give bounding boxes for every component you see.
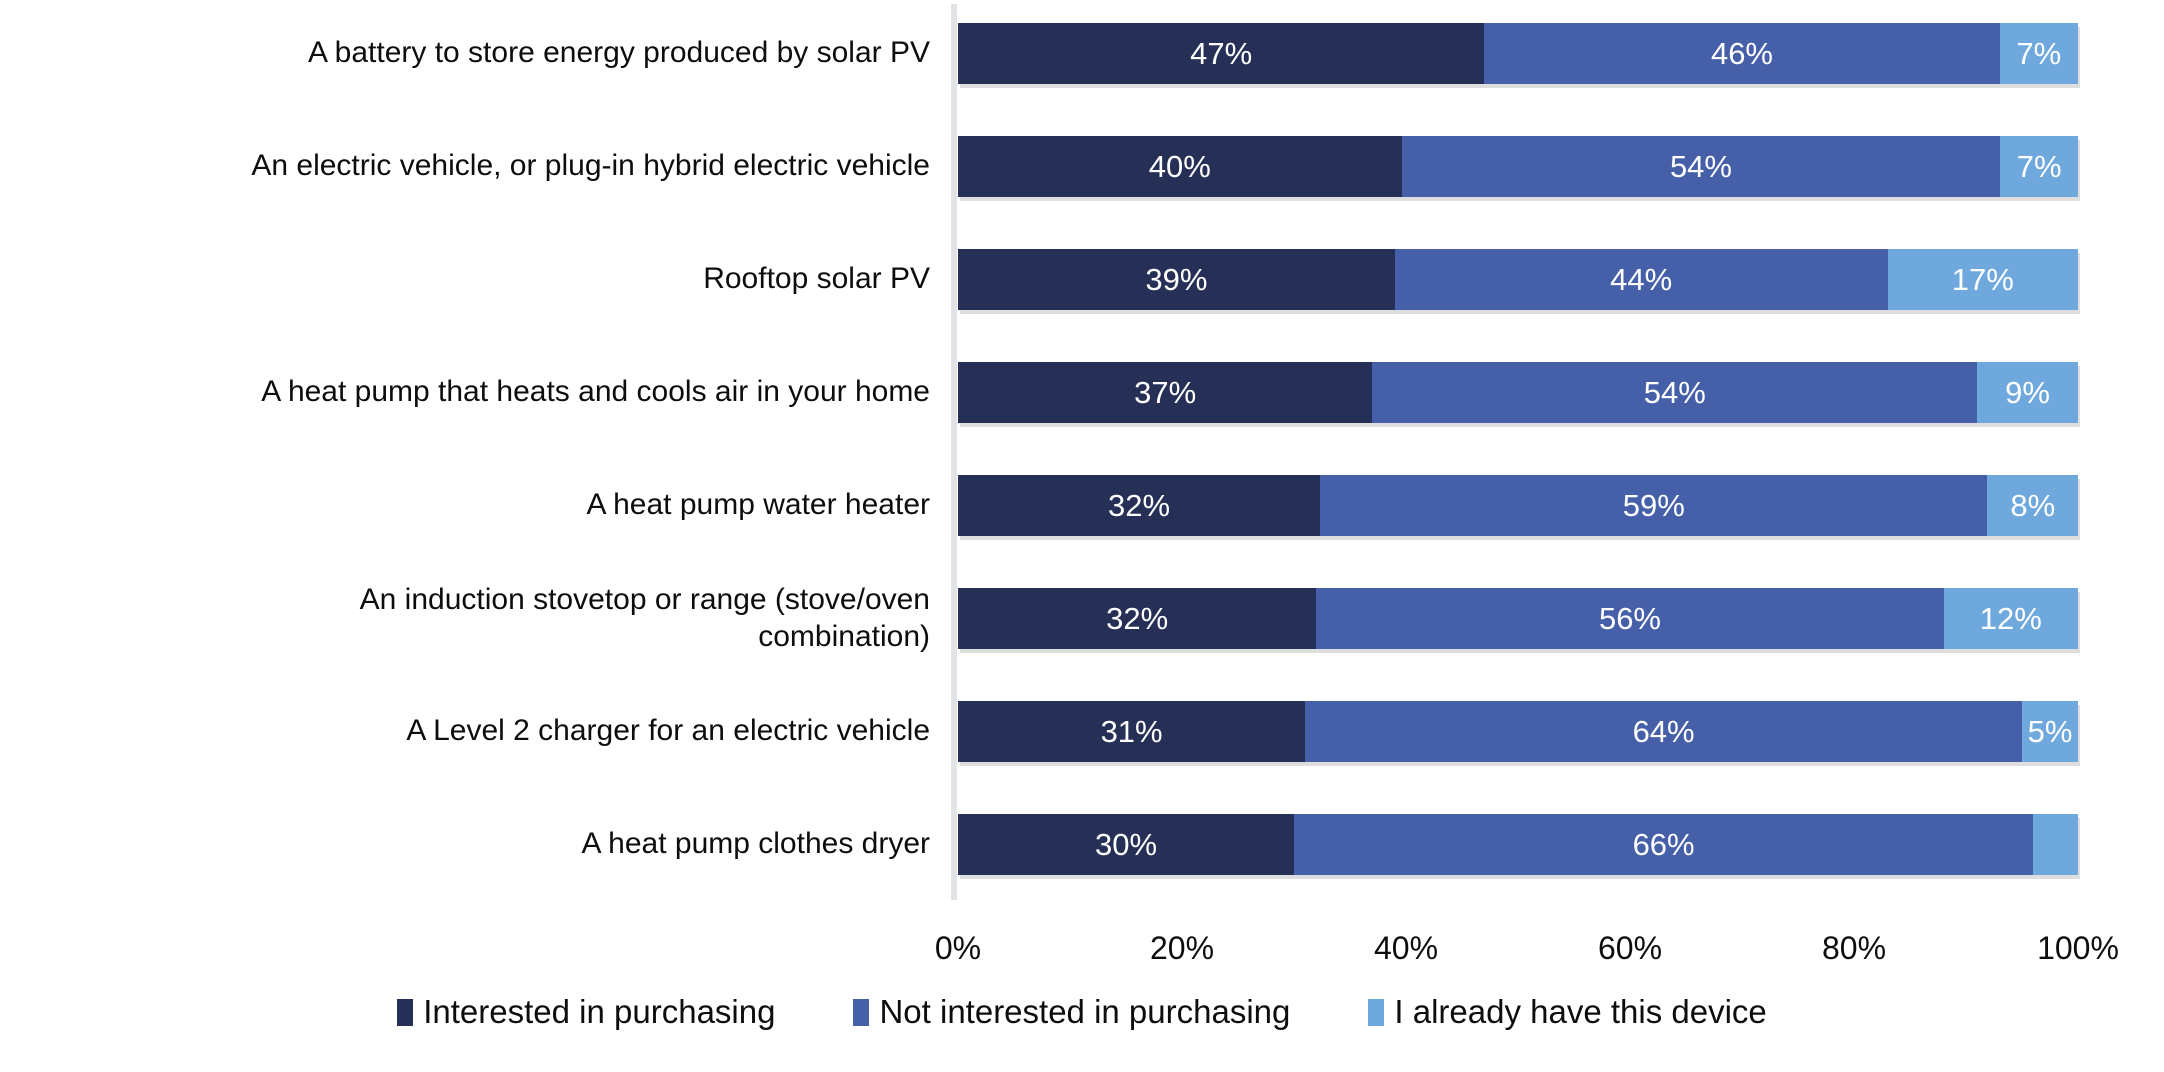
x-tick-label: 0% — [934, 930, 982, 966]
data-label: 54% — [1669, 148, 1732, 184]
data-label: 46% — [1710, 35, 1773, 71]
bar-segment: 8% — [1987, 475, 2078, 536]
legend-item: I already have this device — [1368, 993, 1767, 1031]
data-label: 5% — [2027, 713, 2073, 749]
legend-swatch-icon — [853, 998, 870, 1026]
data-label: 30% — [1094, 826, 1158, 862]
bar-segment: 59% — [1320, 475, 1988, 536]
data-label: 39% — [1145, 261, 1208, 297]
bar-row: 39% 44% 17% — [958, 249, 2078, 310]
data-label: 8% — [2010, 487, 2056, 523]
category-label: A heat pump clothes dryer — [581, 827, 930, 861]
data-label: 7% — [2016, 148, 2062, 184]
data-label: 12% — [1979, 600, 2042, 636]
legend-label: Not interested in purchasing — [879, 993, 1291, 1030]
bar-segment: 47% — [958, 23, 1485, 84]
category-label: A heat pump water heater — [586, 488, 930, 522]
legend-item: Not interested in purchasing — [853, 993, 1290, 1031]
data-label: 47% — [1190, 35, 1253, 71]
legend-item: Interested in purchasing — [397, 993, 775, 1031]
bar-segment: 40% — [958, 136, 1402, 197]
bar-segment: 46% — [1484, 23, 2000, 84]
legend-swatch-icon — [1368, 998, 1385, 1026]
x-tick-label: 60% — [1597, 930, 1663, 966]
bar-segment: 7% — [1999, 23, 2078, 84]
data-label: 32% — [1106, 600, 1169, 636]
category-label: Rooftop solar PV — [703, 262, 930, 296]
category-label: An induction stovetop or range (stove/ov… — [359, 582, 930, 653]
bar-segment: 30% — [958, 814, 1294, 875]
bar-segment: 17% — [1887, 249, 2078, 310]
legend-label: Interested in purchasing — [423, 993, 776, 1030]
data-label: 37% — [1134, 374, 1197, 410]
bar-row: 30% 66% — [958, 814, 2078, 875]
data-label: 31% — [1100, 713, 1163, 749]
x-tick-label: 20% — [1149, 930, 1215, 966]
bar-segment: 5% — [2021, 701, 2078, 762]
bar-segment: 66% — [1294, 814, 2034, 875]
category-label: A battery to store energy produced by so… — [307, 36, 930, 70]
data-label: 64% — [1632, 713, 1695, 749]
bar-row: 31% 64% 5% — [958, 701, 2078, 762]
legend-label: I already have this device — [1394, 993, 1767, 1030]
bar-row: 37% 54% 9% — [958, 362, 2078, 423]
data-label: 44% — [1610, 261, 1673, 297]
x-tick-label: 80% — [1821, 930, 1887, 966]
data-label: 17% — [1951, 261, 2014, 297]
x-tick-label: 100% — [2037, 930, 2119, 966]
data-label: 40% — [1148, 148, 1211, 184]
data-label: 7% — [2016, 35, 2062, 71]
bar-segment: 54% — [1372, 362, 1978, 423]
bar-segment: 12% — [1943, 588, 2078, 649]
bar-segment: 64% — [1305, 701, 2022, 762]
data-label: 66% — [1632, 826, 1695, 862]
data-label: 56% — [1598, 600, 1661, 636]
bar-row: 32% 59% 8% — [958, 475, 2078, 536]
bar-segment: 56% — [1316, 588, 1944, 649]
bar-segment: 39% — [958, 249, 1395, 310]
bar-segment: 31% — [958, 701, 1306, 762]
bar-row: 47% 46% 7% — [958, 23, 2078, 84]
data-label: 54% — [1643, 374, 1706, 410]
bar-segment: 37% — [958, 362, 1373, 423]
y-axis-line — [951, 4, 957, 900]
bar-segment: 54% — [1401, 136, 2001, 197]
bar-segment: 44% — [1394, 249, 1888, 310]
legend: Interested in purchasing Not interested i… — [0, 992, 2164, 1032]
bar-segment: 32% — [958, 475, 1321, 536]
bar-row: 40% 54% 7% — [958, 136, 2078, 197]
data-label: 9% — [2005, 374, 2050, 410]
x-tick-label: 40% — [1373, 930, 1439, 966]
legend-swatch-icon — [397, 998, 414, 1026]
bar-segment: 7% — [2000, 136, 2078, 197]
bar-segment — [2033, 814, 2078, 875]
bar-row: 32% 56% 12% — [958, 588, 2078, 649]
data-label: 59% — [1622, 487, 1685, 523]
category-label: A Level 2 charger for an electric vehicl… — [406, 714, 930, 748]
bar-segment: 9% — [1977, 362, 2078, 423]
category-label: An electric vehicle, or plug-in hybrid e… — [251, 149, 930, 183]
bar-segment: 32% — [958, 588, 1317, 649]
category-label: A heat pump that heats and cools air in … — [261, 375, 930, 409]
data-label: 32% — [1107, 487, 1171, 523]
